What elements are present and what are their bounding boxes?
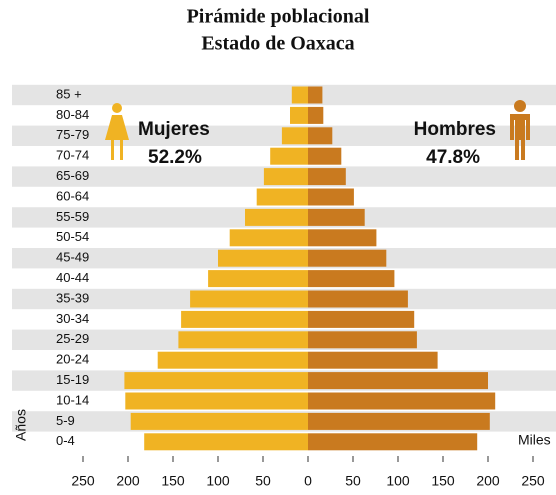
bar <box>190 290 308 308</box>
bar <box>256 188 308 206</box>
y-tick-label: 20-24 <box>56 352 89 367</box>
y-tick-label: 80-84 <box>56 107 89 122</box>
y-tick-label: 0-4 <box>56 433 75 448</box>
bars <box>124 86 496 451</box>
bar <box>308 249 387 267</box>
bar <box>178 331 308 349</box>
y-tick-label: 25-29 <box>56 331 89 346</box>
bar <box>308 106 324 124</box>
bar <box>308 290 408 308</box>
x-tick-label: 200 <box>476 473 500 489</box>
bar <box>208 270 308 288</box>
x-tick-label: 250 <box>71 473 95 489</box>
bar <box>125 392 308 410</box>
y-tick-label: 45-49 <box>56 250 89 265</box>
bar <box>281 127 308 145</box>
bar <box>308 208 365 226</box>
series-name: Mujeres <box>138 119 210 140</box>
bar <box>290 106 308 124</box>
bar <box>308 372 488 390</box>
chart-title: Pirámide poblacional <box>187 6 370 28</box>
bar <box>308 351 438 369</box>
series-share: 52.2% <box>148 147 202 168</box>
y-tick-label: 10-14 <box>56 392 89 407</box>
x-axis-label: Miles <box>518 432 551 448</box>
y-tick-label: 85 + <box>56 86 82 101</box>
x-tick-label: 100 <box>206 473 230 489</box>
bar <box>308 412 490 430</box>
x-tick-label: 200 <box>116 473 140 489</box>
y-axis-label: Años <box>13 409 29 441</box>
y-tick-label: 5-9 <box>56 413 75 428</box>
bar <box>308 310 415 328</box>
bar <box>263 168 308 186</box>
chart-subtitle: Estado de Oaxaca <box>201 33 354 55</box>
bar <box>308 127 333 145</box>
x-tick-label: 50 <box>345 473 361 489</box>
x-tick-label: 50 <box>255 473 271 489</box>
bar <box>245 208 308 226</box>
y-tick-label: 30-34 <box>56 311 89 326</box>
x-tick-label: 250 <box>521 473 545 489</box>
male-icon <box>510 100 530 160</box>
bar <box>308 433 478 451</box>
bar <box>308 147 342 165</box>
y-tick-label: 55-59 <box>56 209 89 224</box>
x-tick-label: 150 <box>431 473 455 489</box>
stripe <box>12 84 556 106</box>
bar <box>124 372 309 390</box>
bar <box>308 392 496 410</box>
bar <box>157 351 308 369</box>
bar <box>308 86 323 104</box>
bar <box>308 270 395 288</box>
x-tick-label: 100 <box>386 473 410 489</box>
y-tick-label: 40-44 <box>56 270 89 285</box>
bar <box>308 229 377 247</box>
bar <box>308 331 417 349</box>
series-name: Hombres <box>414 119 496 140</box>
y-tick-label: 35-39 <box>56 290 89 305</box>
bar <box>291 86 308 104</box>
bar <box>308 168 346 186</box>
bar <box>181 310 308 328</box>
bar <box>218 249 308 267</box>
bar <box>229 229 308 247</box>
bar <box>144 433 308 451</box>
y-tick-label: 15-19 <box>56 372 89 387</box>
x-tick-label: 0 <box>304 473 312 489</box>
female-icon <box>105 103 129 160</box>
y-tick-label: 65-69 <box>56 168 89 183</box>
bar <box>130 412 308 430</box>
bar <box>270 147 308 165</box>
y-tick-label: 75-79 <box>56 127 89 142</box>
y-tick-label: 60-64 <box>56 188 89 203</box>
bar <box>308 188 354 206</box>
x-tick-label: 150 <box>161 473 185 489</box>
series-share: 47.8% <box>426 147 480 168</box>
y-tick-label: 50-54 <box>56 229 89 244</box>
y-tick-label: 70-74 <box>56 148 89 163</box>
